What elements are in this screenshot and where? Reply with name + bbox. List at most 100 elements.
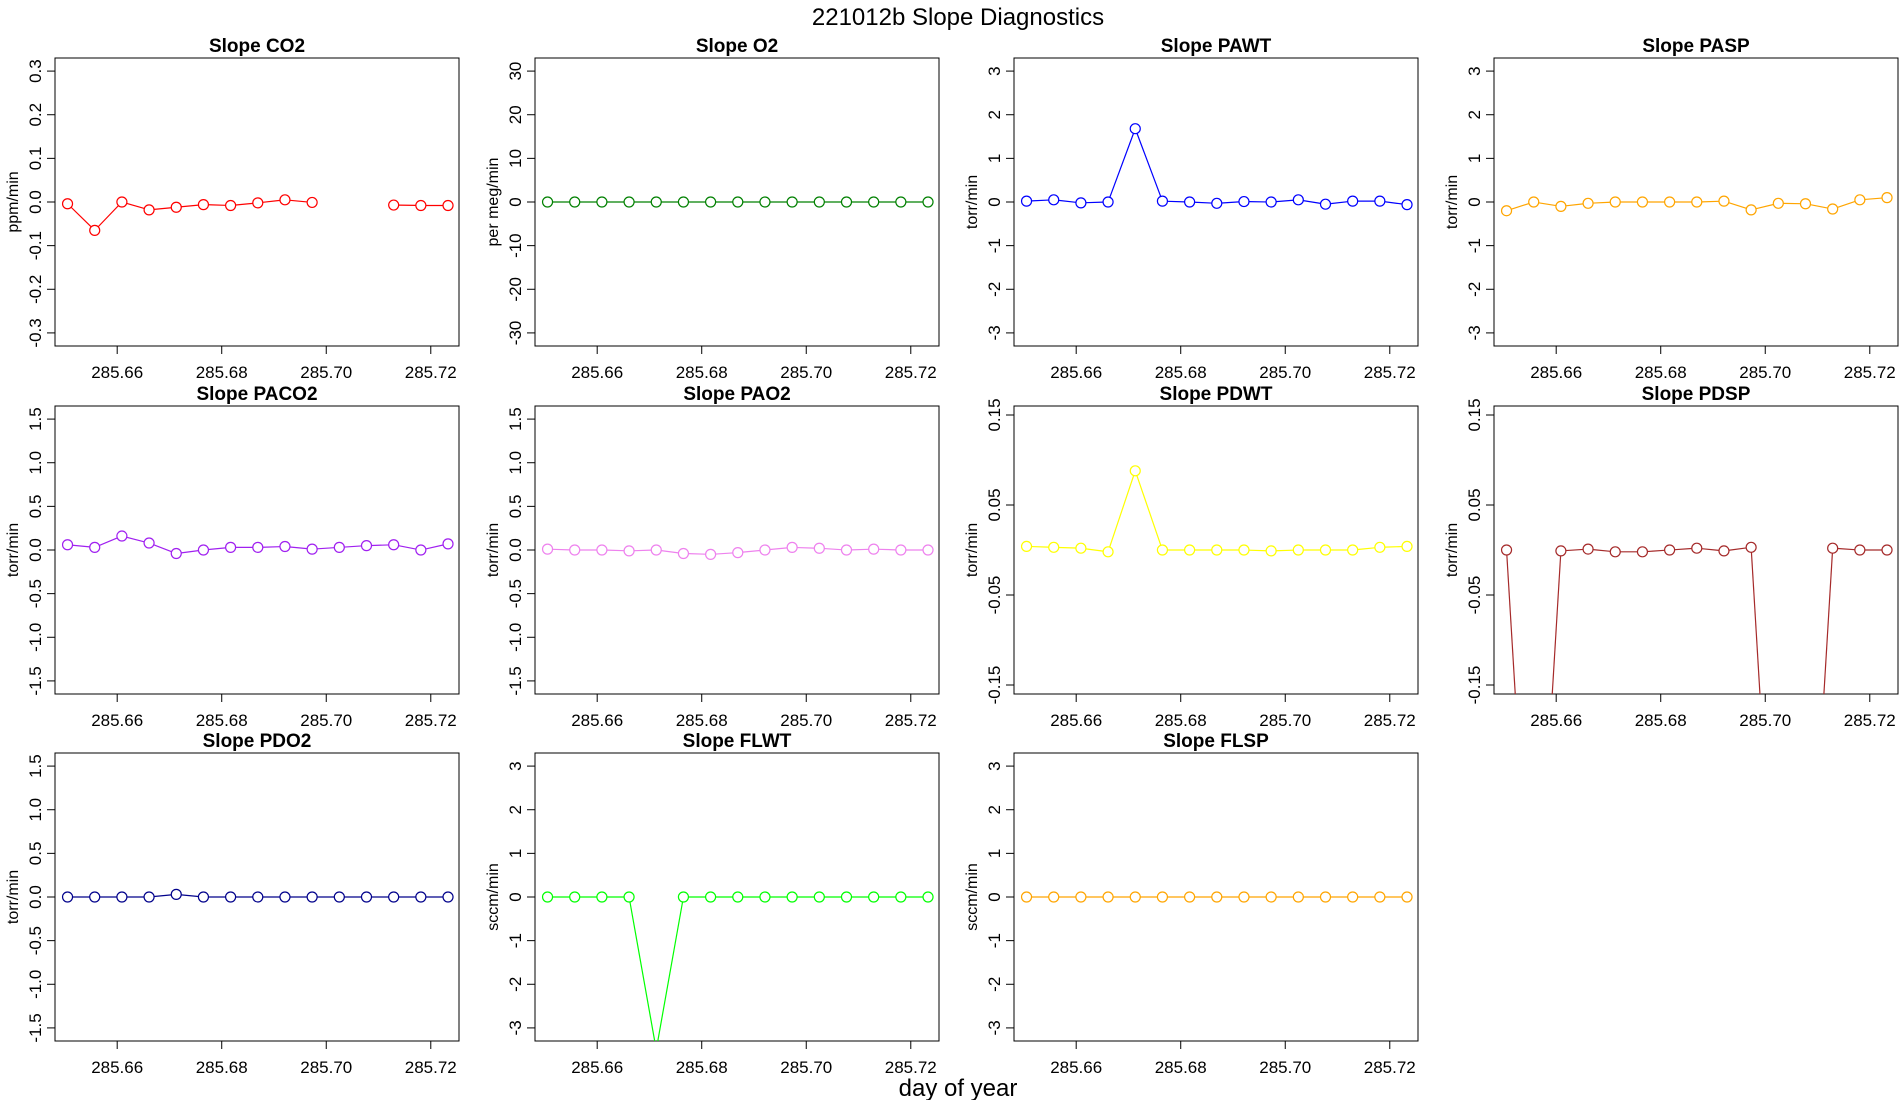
data-point xyxy=(705,548,717,560)
y-tick-label: -2 xyxy=(985,282,1004,297)
series-segment xyxy=(1823,553,1833,694)
data-point xyxy=(732,547,744,559)
data-point xyxy=(1319,891,1332,903)
data-point xyxy=(1156,891,1169,903)
y-tick-label: -10 xyxy=(506,233,525,258)
x-tick-label: 285.72 xyxy=(1364,363,1416,382)
y-tick-label: -0.05 xyxy=(985,576,1004,615)
series-segment xyxy=(1837,547,1855,551)
data-point xyxy=(651,1045,661,1055)
y-tick-label: 0.5 xyxy=(26,495,45,519)
data-point xyxy=(442,538,454,550)
data-point xyxy=(813,542,825,554)
plot-area xyxy=(61,194,454,236)
x-tick-label: 285.70 xyxy=(1739,363,1791,382)
x-tick-label: 285.68 xyxy=(676,711,728,730)
y-tick-label: 0.3 xyxy=(26,59,45,83)
series-segment xyxy=(1276,549,1294,552)
y-tick-label: -1.5 xyxy=(26,1013,45,1042)
y-tick-label: -3 xyxy=(985,325,1004,340)
y-tick-label: -1.5 xyxy=(26,666,45,695)
data-point xyxy=(89,891,101,903)
data-point xyxy=(1799,198,1812,210)
data-point xyxy=(225,199,237,212)
data-point xyxy=(786,196,798,208)
data-point xyxy=(225,891,237,903)
y-tick-label: -3 xyxy=(506,1020,525,1035)
panel-title: Slope PDSP xyxy=(1642,384,1751,405)
data-point xyxy=(1827,203,1839,215)
data-point xyxy=(922,891,934,903)
x-tick-label: 285.68 xyxy=(196,363,248,382)
y-tick-label: 0 xyxy=(1465,197,1484,206)
y-tick-label: 0 xyxy=(506,197,525,206)
series-segment xyxy=(1701,200,1719,203)
y-tick-label: -1 xyxy=(985,933,1004,948)
data-point xyxy=(1020,195,1033,207)
y-tick-label: 0.5 xyxy=(26,842,45,866)
plot-frame xyxy=(54,57,460,347)
series-segment xyxy=(1511,202,1530,210)
data-point xyxy=(541,196,554,208)
series-segment xyxy=(181,894,199,898)
y-tick-label: 0.5 xyxy=(506,495,525,519)
x-tick-label: 285.66 xyxy=(571,1058,623,1077)
x-tick-label: 285.66 xyxy=(1050,363,1102,382)
series-segment xyxy=(1136,133,1162,197)
data-point xyxy=(1292,544,1304,556)
y-tick-label: -1.5 xyxy=(506,666,525,695)
data-point xyxy=(1211,891,1223,903)
figure-title: 221012b Slope Diagnostics xyxy=(812,4,1104,31)
panel-slope-pdo2: Slope PDO2 -1.5 -1.0 -0.5 0.0 0.5 1.0 1.5 285.66… xyxy=(5,731,460,1077)
y-tick-label: 1.0 xyxy=(26,451,45,475)
data-point xyxy=(677,196,690,208)
data-point xyxy=(1529,995,1539,1005)
y-tick-label: 1 xyxy=(506,849,525,858)
series-segment xyxy=(1384,545,1403,548)
panel-slope-o2: Slope O2 -30 -20 -10 0 10 20 30 285.66 285.68 285.… xyxy=(485,36,940,382)
x-tick-label: 285.66 xyxy=(571,711,623,730)
data-point xyxy=(116,530,128,542)
data-point xyxy=(1664,544,1676,556)
panel-title: Slope PAO2 xyxy=(683,384,790,405)
panel-slope-pao2: Slope PAO2 -1.5 -1.0 -0.5 0.0 0.5 1.0 1.5 285.66… xyxy=(485,384,940,730)
data-point xyxy=(333,541,345,553)
data-point xyxy=(705,196,717,208)
data-point xyxy=(89,541,101,553)
series-segment xyxy=(715,552,733,555)
data-point xyxy=(306,543,318,555)
data-point xyxy=(569,544,581,556)
series-segment xyxy=(1728,547,1747,551)
y-tick-label: -0.5 xyxy=(506,579,525,608)
plot-frame xyxy=(1493,57,1899,347)
x-tick-label: 285.72 xyxy=(885,1058,937,1077)
data-point xyxy=(360,891,373,903)
data-point xyxy=(197,891,210,903)
data-point xyxy=(868,543,880,555)
data-point xyxy=(732,196,744,208)
data-point xyxy=(596,891,608,903)
y-tick-label: 2 xyxy=(985,110,1004,119)
data-point xyxy=(1528,196,1540,208)
data-point xyxy=(1401,891,1413,903)
data-point xyxy=(895,891,907,903)
series-segment xyxy=(262,546,280,548)
data-point xyxy=(1854,544,1866,556)
x-tick-label: 285.68 xyxy=(1635,363,1687,382)
data-point xyxy=(116,196,128,208)
y-tick-label: -1.0 xyxy=(506,623,525,652)
series-segment xyxy=(208,547,226,551)
data-point xyxy=(1238,195,1250,208)
series-segment xyxy=(1194,201,1212,204)
x-tick-label: 285.66 xyxy=(1530,363,1582,382)
data-point xyxy=(1636,546,1649,558)
series-segment xyxy=(153,207,172,210)
data-point xyxy=(1374,195,1386,207)
x-tick-label: 285.66 xyxy=(1050,711,1102,730)
data-point xyxy=(1319,544,1332,556)
y-tick-label: -1 xyxy=(985,238,1004,253)
data-point xyxy=(1319,198,1332,210)
panel-title: Slope CO2 xyxy=(209,36,305,57)
plot-area xyxy=(1020,123,1413,211)
